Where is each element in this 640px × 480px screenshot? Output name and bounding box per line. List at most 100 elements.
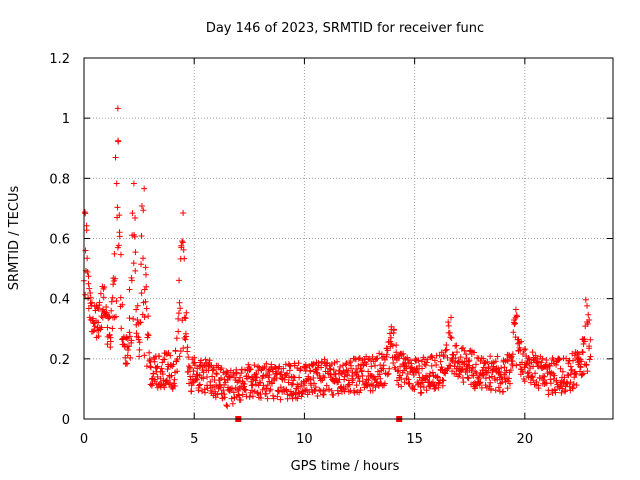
data-point — [321, 374, 328, 381]
data-point — [450, 351, 457, 358]
data-point — [163, 377, 170, 384]
data-point — [277, 396, 284, 403]
data-point — [393, 342, 400, 349]
data-point — [465, 358, 472, 365]
data-point — [429, 379, 436, 386]
data-point — [529, 374, 536, 381]
data-point — [515, 348, 522, 355]
data-point — [502, 378, 509, 385]
data-point — [174, 368, 181, 375]
y-tick-label: 1.2 — [49, 52, 70, 67]
data-point — [200, 375, 207, 382]
data-point — [461, 347, 468, 354]
data-point — [328, 361, 335, 368]
data-point — [294, 364, 301, 371]
data-point — [286, 367, 293, 374]
data-point — [434, 373, 441, 380]
data-point — [298, 393, 305, 400]
data-point — [280, 365, 287, 372]
data-point — [204, 385, 211, 392]
data-point — [535, 385, 542, 392]
data-point — [409, 385, 416, 392]
data-point — [180, 246, 187, 253]
data-point — [495, 384, 502, 391]
data-point — [130, 260, 137, 267]
axis-ticks: 0 5 10 15 20 0 0.2 0.4 0.6 0.8 1 1.2 — [49, 52, 613, 447]
data-point — [138, 290, 145, 297]
data-point — [518, 338, 525, 345]
data-point — [214, 391, 221, 398]
data-point — [583, 361, 590, 368]
data-point — [459, 366, 466, 373]
data-point — [146, 349, 153, 356]
x-axis-label: GPS time / hours — [291, 459, 400, 474]
data-point — [505, 375, 512, 382]
data-point — [504, 385, 511, 392]
data-point — [172, 347, 179, 354]
data-point — [221, 376, 228, 383]
data-point — [453, 349, 460, 356]
data-point — [96, 299, 103, 306]
data-point — [299, 388, 306, 395]
data-point — [175, 328, 182, 335]
data-point — [556, 356, 563, 363]
data-point — [116, 212, 123, 219]
data-point — [135, 336, 142, 343]
data-point — [446, 329, 453, 336]
data-point — [525, 369, 532, 376]
data-point — [349, 377, 356, 384]
data-point — [249, 393, 256, 400]
data-point — [248, 387, 255, 394]
data-point — [354, 369, 361, 376]
data-point — [126, 286, 133, 293]
data-point — [106, 331, 113, 338]
data-point — [509, 351, 516, 358]
data-point — [372, 384, 379, 391]
data-point — [113, 180, 120, 187]
data-point — [384, 371, 391, 378]
data-point — [142, 298, 149, 305]
data-point — [442, 370, 449, 377]
data-point — [126, 315, 133, 322]
data-point — [482, 382, 489, 389]
data-point — [393, 349, 400, 356]
data-point — [444, 365, 451, 372]
data-point — [132, 214, 139, 221]
data-point — [161, 384, 168, 391]
data-point — [479, 367, 486, 374]
data-point — [264, 382, 271, 389]
data-point — [173, 335, 180, 342]
data-point — [386, 365, 393, 372]
data-point — [86, 314, 93, 321]
data-point — [294, 395, 301, 402]
data-point — [263, 360, 270, 367]
data-point — [143, 283, 150, 290]
data-point — [541, 373, 548, 380]
y-tick-label: 0.4 — [49, 293, 70, 308]
data-point — [104, 324, 111, 331]
data-point — [209, 367, 216, 374]
data-point — [313, 369, 320, 376]
data-point — [555, 357, 562, 364]
data-point — [111, 314, 118, 321]
data-point — [125, 347, 132, 354]
data-point — [448, 334, 455, 341]
data-point — [569, 357, 576, 364]
data-point — [384, 347, 391, 354]
data-point — [423, 387, 430, 394]
y-tick-label: 0.6 — [49, 233, 70, 248]
data-point — [445, 322, 452, 329]
data-point — [246, 394, 253, 401]
y-tick-label: 1 — [62, 112, 70, 127]
data-point — [254, 389, 261, 396]
data-point — [321, 387, 328, 394]
data-point — [141, 314, 148, 321]
data-point — [284, 370, 291, 377]
data-point — [398, 376, 405, 383]
data-point — [519, 351, 526, 358]
data-point — [334, 358, 341, 365]
data-point — [119, 301, 126, 308]
data-point — [176, 353, 183, 360]
data-point — [453, 342, 460, 349]
data-point — [512, 314, 519, 321]
